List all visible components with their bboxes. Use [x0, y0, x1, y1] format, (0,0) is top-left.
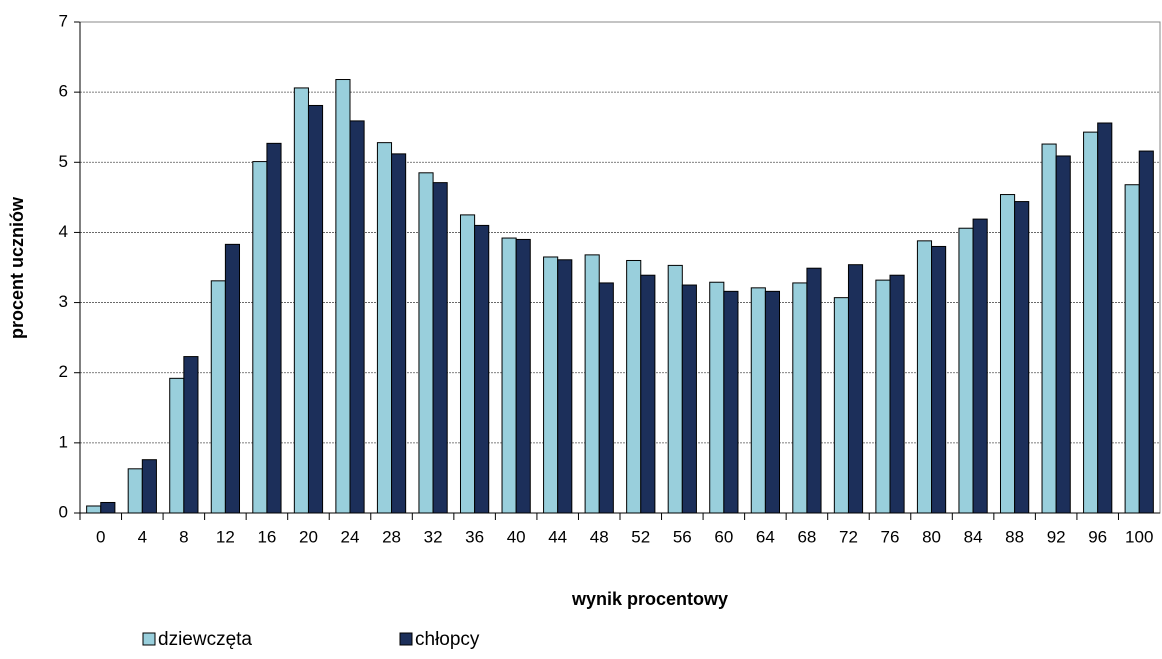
legend-label: dziewczęta [158, 629, 252, 650]
x-tick-label: 40 [507, 527, 526, 546]
bar [100, 501, 116, 514]
x-tick-label: 36 [465, 527, 484, 546]
bar [127, 468, 143, 514]
x-axis-title: wynik procentowy [571, 589, 728, 609]
bar [210, 280, 226, 514]
bar [750, 287, 766, 514]
x-tick-label: 24 [341, 527, 360, 546]
x-tick-label: 80 [922, 527, 941, 546]
bar [141, 459, 157, 514]
bar [889, 274, 905, 514]
x-tick-label: 100 [1125, 527, 1153, 546]
bar [252, 161, 268, 514]
x-tick-label: 60 [714, 527, 733, 546]
x-tick-label: 44 [548, 527, 567, 546]
bar [640, 274, 656, 514]
bar [376, 142, 393, 514]
x-tick-label: 68 [797, 527, 816, 546]
bar [792, 282, 808, 514]
bar [183, 356, 199, 514]
y-axis-title: procent uczniów [7, 196, 27, 339]
bar [1083, 131, 1099, 514]
x-tick-label: 64 [756, 527, 775, 546]
x-tick-label: 92 [1047, 527, 1066, 546]
x-tick-label: 0 [96, 527, 105, 546]
bar [847, 264, 864, 514]
x-tick-label: 52 [631, 527, 650, 546]
x-tick-label: 84 [964, 527, 983, 546]
y-tick-label: 4 [59, 222, 68, 241]
bar [681, 284, 697, 514]
y-tick-label: 7 [59, 11, 68, 30]
bar [224, 243, 241, 514]
x-tick-label: 96 [1088, 527, 1107, 546]
x-tick-label: 48 [590, 527, 609, 546]
bar [626, 259, 642, 514]
x-tick-label: 16 [257, 527, 276, 546]
x-tick-label: 20 [299, 527, 318, 546]
plot-border [79, 21, 1161, 514]
bar [543, 256, 559, 514]
bar [972, 218, 988, 514]
bar [391, 153, 407, 514]
y-tick-label: 1 [59, 432, 68, 451]
bar [459, 214, 476, 514]
bar [515, 238, 531, 514]
legend-swatch [142, 632, 156, 646]
bar [1014, 201, 1030, 514]
bar [266, 142, 282, 514]
x-tick-label: 12 [216, 527, 235, 546]
bar [1124, 184, 1140, 514]
bar [307, 104, 324, 514]
bar [723, 290, 739, 514]
bar [1138, 150, 1154, 514]
bar [958, 227, 974, 514]
legend-swatch [399, 632, 413, 646]
bar [1097, 122, 1113, 514]
y-tick-label: 3 [59, 292, 68, 311]
bar [764, 290, 781, 514]
bar [875, 279, 891, 514]
x-tick-label: 56 [673, 527, 692, 546]
bar [916, 240, 933, 514]
bar [169, 377, 185, 514]
bar [557, 259, 573, 514]
bar [806, 267, 822, 514]
bar [833, 297, 849, 514]
x-tick-label: 8 [179, 527, 188, 546]
bar [931, 245, 947, 514]
bar [418, 172, 434, 514]
bar [335, 79, 351, 514]
x-tick-label: 88 [1005, 527, 1024, 546]
legend-label: chłopcy [415, 629, 480, 650]
bar [1041, 143, 1057, 514]
bar [584, 254, 600, 514]
x-tick-label: 72 [839, 527, 858, 546]
y-tick-label: 2 [59, 362, 68, 381]
bar [999, 194, 1016, 514]
y-tick-label: 6 [59, 82, 68, 101]
x-tick-label: 4 [138, 527, 147, 546]
bar [293, 87, 309, 514]
x-tick-label: 76 [881, 527, 900, 546]
bar [598, 282, 614, 514]
x-tick-label: 28 [382, 527, 401, 546]
bar [501, 237, 517, 514]
bar [474, 224, 490, 514]
x-tick-label: 32 [424, 527, 443, 546]
bar [1055, 155, 1071, 514]
bar [709, 281, 725, 514]
y-tick-label: 5 [59, 152, 68, 171]
bar [349, 120, 365, 514]
bar [667, 264, 683, 514]
bar [86, 505, 102, 514]
y-tick-label: 0 [59, 502, 68, 521]
bar [432, 182, 448, 514]
